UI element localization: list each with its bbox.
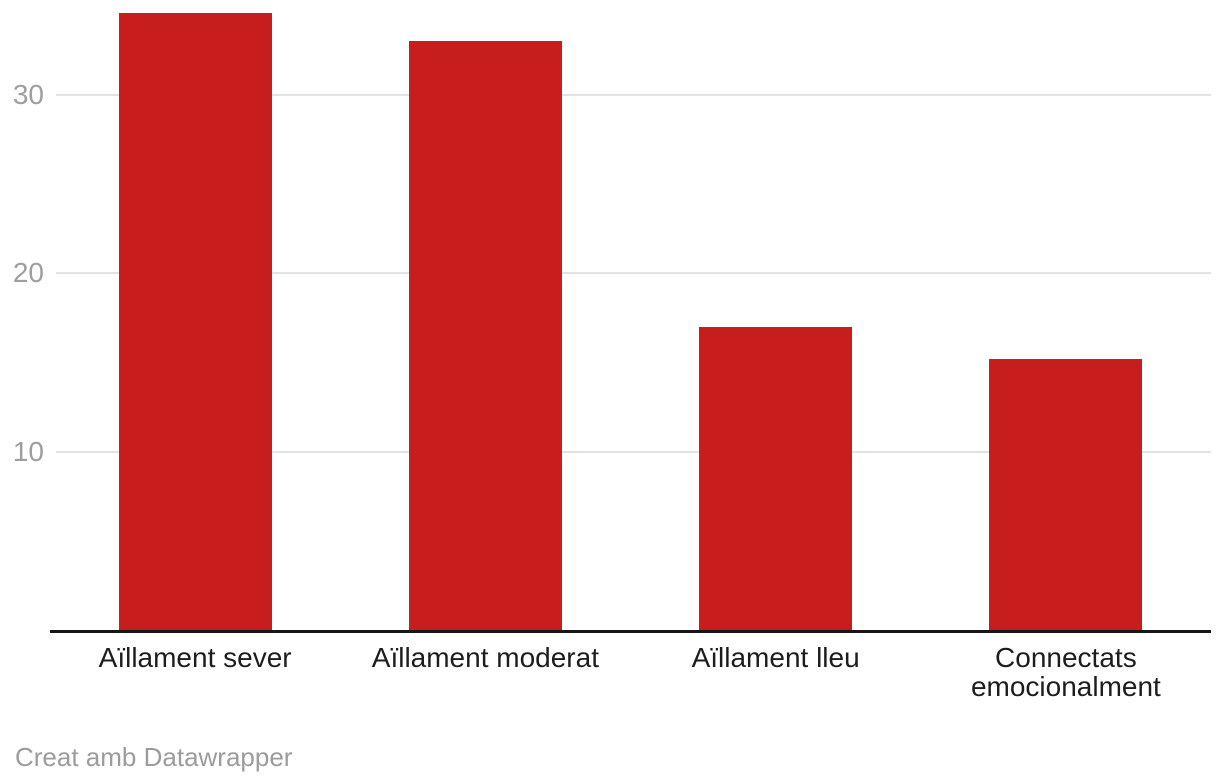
x-category-label: Aïllament lleu bbox=[691, 642, 860, 673]
bar-2 bbox=[699, 327, 853, 631]
y-tick-label: 10 bbox=[12, 436, 44, 468]
bar-1 bbox=[408, 41, 562, 631]
x-category-label: Aïllament sever bbox=[98, 642, 292, 673]
x-category-label: Connectats emocionalment bbox=[970, 642, 1161, 702]
y-gridline bbox=[56, 272, 1211, 275]
y-tick-label: 30 bbox=[12, 78, 44, 110]
y-gridline bbox=[56, 451, 1211, 454]
y-gridline bbox=[56, 93, 1211, 96]
bar-3 bbox=[989, 359, 1143, 631]
x-axis-line bbox=[50, 630, 1211, 633]
x-category-label: Aïllament moderat bbox=[371, 642, 599, 673]
y-tick-label: 20 bbox=[12, 257, 44, 289]
bar-0 bbox=[118, 12, 272, 631]
datawrapper-credit-link[interactable]: Creat amb Datawrapper bbox=[15, 742, 293, 772]
